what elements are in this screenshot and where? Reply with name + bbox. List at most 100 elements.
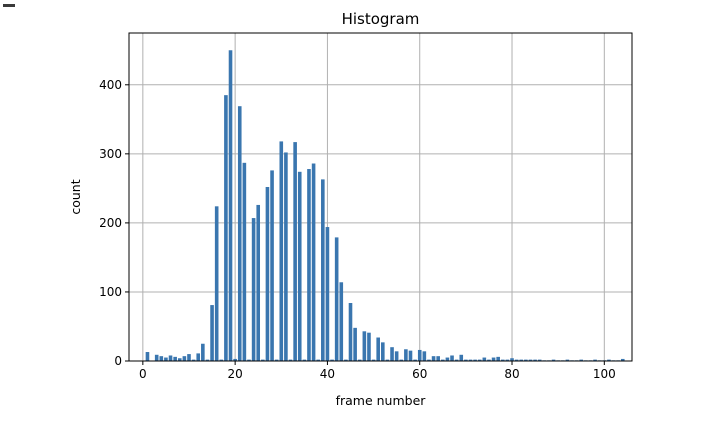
histogram-bar <box>274 359 279 361</box>
histogram-bar <box>459 354 464 361</box>
histogram-bar <box>237 106 242 361</box>
histogram-bar <box>177 358 182 361</box>
x-tick-label: 100 <box>593 367 616 381</box>
histogram-bar <box>187 354 191 361</box>
histogram-bar <box>496 356 500 361</box>
histogram-bar <box>450 355 454 361</box>
histogram-bar <box>551 359 556 361</box>
histogram-bar <box>325 227 330 361</box>
histogram-bar <box>528 359 533 361</box>
y-tick-label: 400 <box>99 78 122 92</box>
histogram-bar <box>233 358 237 361</box>
plot-frame <box>128 32 633 362</box>
histogram-bar <box>214 206 219 361</box>
histogram-bar <box>524 359 528 361</box>
cell-output-marker <box>3 4 15 7</box>
histogram-bar <box>168 355 173 361</box>
histogram-bar <box>344 359 348 361</box>
histogram-bar <box>205 359 210 361</box>
histogram-bars <box>145 50 625 362</box>
histogram-bar <box>256 204 261 361</box>
y-tick-label: 0 <box>114 354 122 368</box>
histogram-bar <box>288 359 293 361</box>
histogram-bar <box>159 356 164 361</box>
histogram-bar <box>404 349 408 361</box>
histogram-bar <box>307 169 311 361</box>
histogram-bar <box>224 95 228 362</box>
histogram-bar <box>284 152 288 361</box>
histogram-bar <box>482 357 487 361</box>
histogram-bar <box>422 351 427 361</box>
x-tick-label: 80 <box>504 367 519 381</box>
grid-lines <box>129 33 632 362</box>
histogram-bar <box>464 359 468 361</box>
histogram-bar <box>362 331 367 361</box>
x-tick-label: 60 <box>412 367 427 381</box>
chart-title: Histogram <box>342 10 420 28</box>
histogram-bar <box>247 359 251 361</box>
histogram-bar <box>537 359 542 361</box>
histogram-bar <box>519 359 524 361</box>
y-axis-ticks: 0 100 200 300 400 <box>99 78 129 368</box>
histogram-bar <box>348 303 353 361</box>
histogram-bar <box>242 162 247 361</box>
histogram-bar <box>620 358 625 361</box>
histogram-bar <box>316 359 320 361</box>
histogram-bar <box>510 358 514 361</box>
histogram-bar <box>385 359 390 361</box>
y-tick-label: 200 <box>99 216 122 230</box>
histogram-bar <box>565 359 570 361</box>
histogram-bar <box>394 351 399 361</box>
histogram-bar <box>441 359 445 361</box>
histogram-bar <box>491 357 496 361</box>
x-tick-label: 20 <box>227 367 242 381</box>
histogram-bar <box>353 327 357 361</box>
histogram-bar <box>191 359 196 361</box>
histogram-bar <box>265 186 270 361</box>
histogram-bar <box>145 352 150 361</box>
histogram-bar <box>607 359 611 361</box>
histogram-bar <box>500 359 505 361</box>
histogram-bar <box>408 350 413 361</box>
histogram-bar <box>514 359 519 361</box>
histogram-bar <box>154 354 159 361</box>
histogram-bar <box>579 359 584 361</box>
histogram-bar <box>334 237 339 361</box>
histogram-bar <box>487 359 491 361</box>
histogram-bar <box>505 359 510 361</box>
histogram-bar <box>367 332 371 361</box>
y-tick-label: 300 <box>99 147 122 161</box>
histogram-bar <box>261 359 265 361</box>
histogram-bar <box>297 171 302 361</box>
y-tick-label: 100 <box>99 285 122 299</box>
histogram-bar <box>330 359 334 361</box>
histogram-bar <box>533 359 537 361</box>
histogram-bar <box>357 359 362 361</box>
histogram-bar <box>390 347 394 361</box>
histogram-bar <box>228 50 233 361</box>
x-tick-label: 0 <box>139 367 147 381</box>
histogram-bar <box>473 359 477 361</box>
x-tick-label: 40 <box>320 367 335 381</box>
histogram-bar <box>376 337 380 361</box>
histogram-bar <box>196 353 201 361</box>
histogram-bar <box>399 359 404 361</box>
histogram-bar <box>251 218 256 361</box>
histogram-bar <box>454 359 459 361</box>
histogram-bar <box>417 349 422 361</box>
histogram-bar <box>182 356 187 361</box>
histogram-bar <box>210 305 214 361</box>
y-axis-label: count <box>68 179 83 214</box>
histogram-bar <box>445 357 450 361</box>
histogram-bar <box>339 282 344 361</box>
histogram-bar <box>173 356 177 361</box>
histogram-bar <box>593 359 597 361</box>
histogram-bar <box>371 359 376 361</box>
histogram-bar <box>219 359 224 361</box>
histogram-bar <box>477 359 482 361</box>
histogram-bar <box>436 356 440 361</box>
histogram-bar <box>413 359 417 361</box>
histogram-bar <box>427 359 431 361</box>
histogram-bar <box>201 343 205 361</box>
